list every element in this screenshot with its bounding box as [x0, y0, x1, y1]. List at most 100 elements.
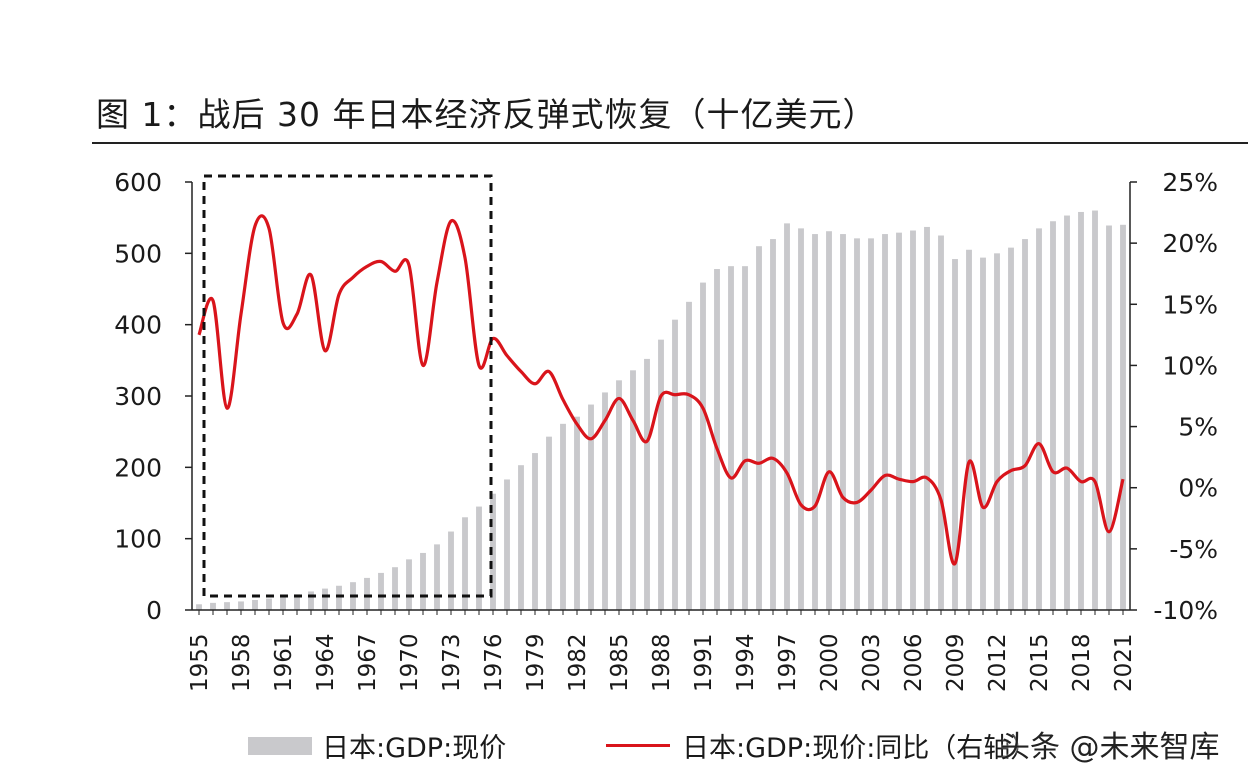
left-tick-label: 300 [114, 382, 162, 411]
bar-2001 [840, 234, 846, 610]
bar-1963 [308, 591, 314, 610]
x-tick-label: 1955 [187, 633, 213, 692]
right-tick-label: 20% [1162, 229, 1218, 258]
bar-1975 [476, 506, 482, 610]
bar-1957 [224, 602, 230, 610]
bar-2020 [1106, 225, 1112, 610]
x-tick-label: 1964 [313, 633, 339, 692]
bar-2004 [882, 234, 888, 610]
left-tick-label: 500 [114, 239, 162, 268]
bar-1971 [420, 552, 426, 610]
bar-1991 [700, 282, 706, 610]
bar-1997 [784, 223, 790, 610]
x-tick-label: 1979 [523, 633, 549, 692]
bar-2016 [1050, 221, 1056, 611]
right-tick-label: 25% [1162, 168, 1218, 197]
chart-title: 图 1：战后 30 年日本经济反弹式恢复（十亿美元） [96, 95, 877, 134]
bar-1994 [742, 266, 748, 610]
x-tick-label: 2000 [817, 633, 843, 692]
legend-bar-label: 日本:GDP:现价 [322, 733, 507, 764]
yoy-line [197, 214, 1125, 566]
bar-2018 [1078, 211, 1084, 610]
x-tick-label: 1967 [355, 633, 381, 692]
right-tick-label: 10% [1162, 351, 1218, 380]
bar-2013 [1008, 247, 1014, 610]
bar-1984 [602, 392, 608, 610]
bar-1980 [546, 436, 552, 610]
x-tick-label: 2003 [859, 633, 885, 692]
left-tick-label: 100 [114, 525, 162, 554]
bar-2014 [1022, 239, 1028, 610]
x-tick-label: 2012 [985, 633, 1011, 692]
bar-2002 [854, 238, 860, 610]
bar-2009 [952, 259, 958, 610]
highlight-box [202, 174, 493, 598]
right-tick-label: -5% [1169, 535, 1218, 564]
bar-1982 [574, 416, 580, 610]
legend-bar: 日本:GDP:现价 [248, 726, 506, 765]
bar-1986 [630, 370, 636, 610]
left-tick-label: 200 [114, 453, 162, 482]
bar-1976 [490, 493, 496, 610]
bar-2017 [1064, 215, 1070, 610]
bar-2007 [924, 226, 930, 610]
bar-1965 [336, 585, 342, 610]
bar-1960 [266, 598, 272, 610]
x-tick-label: 1958 [229, 633, 255, 692]
x-tick-label: 2018 [1069, 633, 1095, 692]
bar-1974 [462, 517, 468, 610]
bar-2008 [938, 235, 944, 610]
title-rule [92, 142, 1248, 144]
bar-1985 [616, 380, 622, 610]
bar-1999 [812, 234, 818, 610]
x-tick-label: 2009 [943, 633, 969, 692]
left-tick-label: 0 [146, 596, 162, 625]
bar-1989 [672, 319, 678, 610]
bar-1987 [644, 358, 650, 610]
bar-2015 [1036, 228, 1042, 610]
legend-line-swatch [606, 744, 670, 747]
bar-2010 [966, 249, 972, 610]
bar-1958 [238, 601, 244, 610]
right-tick-label: 15% [1162, 290, 1218, 319]
bar-1977 [504, 479, 510, 610]
left-tick-label: 400 [114, 311, 162, 340]
x-tick-label: 1976 [481, 633, 507, 692]
bar-2012 [994, 253, 1000, 610]
bar-1996 [770, 239, 776, 610]
bar-1955 [196, 604, 202, 610]
x-tick-label: 2021 [1111, 633, 1137, 692]
bar-1988 [658, 339, 664, 610]
bar-1961 [280, 595, 286, 610]
x-tick-label: 1985 [607, 633, 633, 692]
bar-2011 [980, 257, 986, 610]
bar-1978 [518, 465, 524, 610]
left-tick-label: 600 [114, 168, 162, 197]
x-tick-label: 1997 [775, 633, 801, 692]
bar-1967 [364, 577, 370, 610]
bar-1995 [756, 246, 762, 610]
bar-1983 [588, 404, 594, 610]
x-tick-label: 1994 [733, 633, 759, 692]
right-tick-label: 0% [1178, 474, 1218, 503]
bar-1973 [448, 531, 454, 610]
right-tick-label: -10% [1153, 596, 1218, 625]
bar-1964 [322, 588, 328, 610]
legend-line: 日本:GDP:现价:同比（右轴） [606, 726, 1037, 765]
bar-1968 [378, 572, 384, 610]
bar-2000 [826, 231, 832, 610]
x-tick-label: 1991 [691, 633, 717, 692]
watermark: 头条 @未来智库 [1000, 730, 1220, 765]
legend-bar-swatch [248, 736, 312, 755]
x-tick-label: 1961 [271, 633, 297, 692]
x-tick-label: 1973 [439, 633, 465, 692]
bar-2005 [896, 232, 902, 610]
bar-2019 [1092, 210, 1098, 610]
bar-1969 [392, 567, 398, 610]
bar-1998 [798, 228, 804, 610]
bar-1970 [406, 559, 412, 610]
x-tick-label: 2006 [901, 633, 927, 692]
x-tick-label: 1982 [565, 633, 591, 692]
bar-1990 [686, 301, 692, 610]
